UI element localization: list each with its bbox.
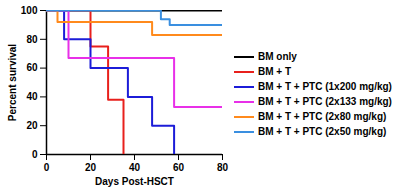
svg-text:40: 40: [26, 91, 38, 102]
svg-text:20: 20: [85, 162, 97, 173]
svg-text:Percent survival: Percent survival: [7, 44, 18, 121]
html-text:BM + T + PTC (2x80 mg/kg): BM + T + PTC (2x80 mg/kg): [258, 111, 387, 122]
html-text:BM + T + PTC (2x133 mg/kg): BM + T + PTC (2x133 mg/kg): [258, 96, 392, 107]
html-text:BM + T + PTC (2x50 mg/kg): BM + T + PTC (2x50 mg/kg): [258, 126, 387, 137]
html-text:BM + T: BM + T: [258, 66, 292, 77]
svg-text:40: 40: [129, 162, 141, 173]
svg-text:80: 80: [217, 162, 229, 173]
svg-text:20: 20: [26, 120, 38, 131]
svg-text:Days Post-HSCT: Days Post-HSCT: [95, 176, 174, 187]
svg-text:0: 0: [44, 162, 50, 173]
svg-text:60: 60: [173, 162, 185, 173]
svg-text:60: 60: [26, 62, 38, 73]
svg-text:0: 0: [32, 149, 38, 160]
html-text:BM + T + PTC (1x200 mg/kg): BM + T + PTC (1x200 mg/kg): [258, 81, 392, 92]
svg-text:100: 100: [21, 5, 38, 16]
html-text:BM only: BM only: [258, 51, 297, 62]
svg-text:80: 80: [26, 34, 38, 45]
